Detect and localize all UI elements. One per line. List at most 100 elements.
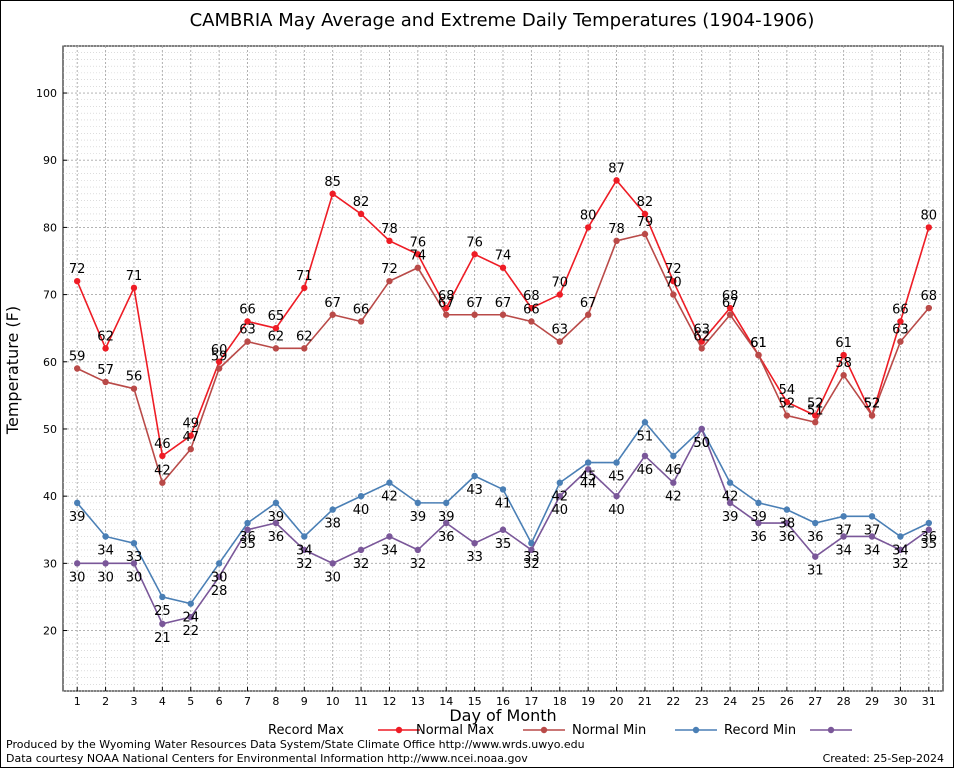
data-label-normal-max: 61 <box>750 336 767 351</box>
data-point-record-max <box>925 224 933 231</box>
data-label-record-max: 85 <box>324 175 341 190</box>
data-label-record-max: 74 <box>495 249 512 264</box>
data-point-normal-max <box>414 264 422 271</box>
data-point-record-min <box>613 492 620 500</box>
data-label-record-max: 82 <box>353 195 370 210</box>
x-tick-label: 2 <box>102 695 109 708</box>
y-tick-labels: 20 30 40 50 60 70 80 90 100 <box>36 87 57 638</box>
x-tick-label: 27 <box>808 695 822 708</box>
x-tick-label: 24 <box>723 695 737 708</box>
data-label-normal-min: 42 <box>722 490 739 505</box>
data-label-record-min: 39 <box>722 510 739 525</box>
axis-ticks <box>63 92 930 691</box>
data-point-normal-max <box>670 291 677 298</box>
data-label-record-max: 66 <box>892 302 909 317</box>
data-point-record-min <box>755 519 762 527</box>
data-label-record-max: 61 <box>750 336 767 351</box>
data-point-normal-min <box>613 459 620 466</box>
data-label-record-max: 61 <box>835 336 852 351</box>
x-tick-label: 25 <box>751 695 765 708</box>
data-label-normal-max: 74 <box>410 249 427 264</box>
data-point-normal-min <box>386 479 393 486</box>
data-point-normal-min <box>670 452 677 460</box>
data-label-record-min: 32 <box>523 557 540 572</box>
x-tick-label: 30 <box>893 695 907 708</box>
data-label-record-min: 44 <box>580 476 597 491</box>
y-tick-label: 50 <box>43 423 57 436</box>
data-label-record-min: 21 <box>154 631 171 646</box>
data-label-normal-min: 50 <box>693 436 710 451</box>
data-label-record-min: 35 <box>921 537 938 552</box>
x-tick-label: 26 <box>780 695 794 708</box>
data-point-record-max <box>584 224 592 231</box>
data-point-normal-max <box>244 338 251 345</box>
data-point-record-max <box>414 251 422 258</box>
data-point-normal-max <box>73 365 81 372</box>
data-label-record-max: 62 <box>97 329 114 344</box>
data-point-record-max <box>443 304 450 312</box>
data-label-record-min: 32 <box>892 557 909 572</box>
data-point-normal-min <box>301 533 308 540</box>
data-label-record-max: 87 <box>608 161 625 176</box>
data-point-normal-max <box>357 318 365 325</box>
x-tick-label: 18 <box>553 695 567 708</box>
data-point-record-min <box>244 526 251 533</box>
data-point-normal-max <box>443 311 450 318</box>
data-point-record-min <box>301 546 308 554</box>
data-label-record-max: 80 <box>580 208 597 223</box>
data-point-record-max <box>812 412 819 419</box>
data-point-normal-max <box>925 304 933 312</box>
data-point-normal-min <box>868 513 876 520</box>
data-point-normal-max <box>584 311 592 318</box>
y-axis-label: Temperature (F) <box>3 306 22 435</box>
data-point-record-min <box>187 613 194 621</box>
x-tick-label: 9 <box>301 695 308 708</box>
data-point-normal-max <box>783 412 791 419</box>
data-point-normal-max <box>613 237 620 245</box>
data-label-normal-min: 41 <box>495 496 512 511</box>
data-label-record-min: 30 <box>97 570 114 585</box>
x-tick-label: 4 <box>159 695 166 708</box>
data-point-normal-min <box>471 472 478 480</box>
data-label-record-max: 78 <box>381 222 398 237</box>
data-point-record-min <box>73 560 81 567</box>
data-point-normal-min <box>783 506 791 513</box>
data-point-record-max <box>102 345 109 352</box>
data-label-record-max: 49 <box>182 417 199 432</box>
data-label-record-max: 72 <box>665 262 682 277</box>
data-point-normal-max <box>301 345 308 352</box>
data-label-record-min: 30 <box>69 570 86 585</box>
x-tick-label: 21 <box>638 695 652 708</box>
legend-item-record-max: Record Max <box>268 723 420 738</box>
data-point-normal-max <box>755 351 762 359</box>
series-record-min <box>73 425 933 628</box>
data-point-normal-max <box>698 345 705 352</box>
data-point-normal-min <box>73 499 81 507</box>
data-label-record-max: 66 <box>239 302 256 317</box>
data-label-normal-max: 47 <box>182 430 199 445</box>
footer-created-date: Created: 25-Sep-2024 <box>823 752 944 765</box>
x-tick-label: 6 <box>216 695 223 708</box>
data-point-record-max <box>897 318 904 325</box>
data-point-record-min <box>584 466 592 473</box>
data-point-record-max <box>698 338 705 345</box>
data-point-normal-min <box>755 499 762 507</box>
data-point-normal-min <box>726 479 734 486</box>
data-point-normal-max <box>329 311 336 318</box>
data-label-normal-min: 46 <box>665 463 682 478</box>
data-point-record-max <box>272 324 280 332</box>
y-tick-label: 40 <box>43 490 57 503</box>
chart-title: CAMBRIA May Average and Extreme Daily Te… <box>190 10 815 31</box>
data-point-record-max <box>244 318 251 325</box>
data-label-record-min: 36 <box>750 530 767 545</box>
data-point-record-max <box>641 210 649 218</box>
data-label-record-min: 28 <box>211 584 228 599</box>
data-label-normal-max: 62 <box>268 329 285 344</box>
data-point-record-min <box>897 546 904 554</box>
data-label-normal-max: 78 <box>608 222 625 237</box>
y-tick-label: 80 <box>43 221 57 234</box>
data-point-normal-max <box>726 311 734 318</box>
data-label-normal-max: 52 <box>864 397 881 412</box>
data-label-record-max: 46 <box>154 437 171 452</box>
